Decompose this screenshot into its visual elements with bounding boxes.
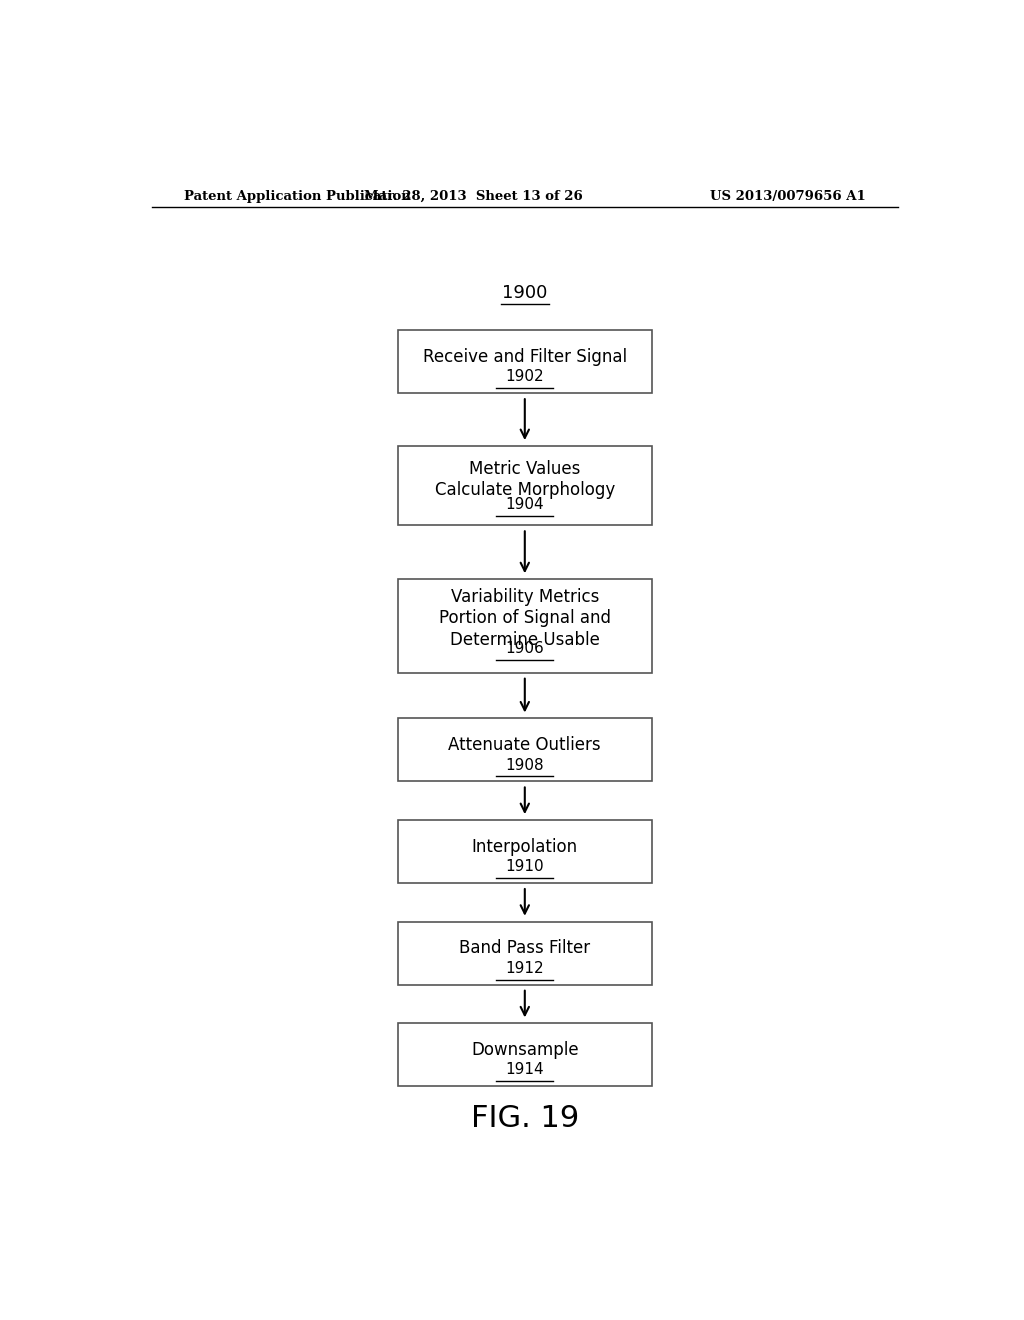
FancyBboxPatch shape [397, 446, 651, 525]
Text: Portion of Signal and: Portion of Signal and [439, 610, 610, 627]
FancyBboxPatch shape [397, 579, 651, 673]
Text: 1906: 1906 [506, 642, 544, 656]
Text: 1912: 1912 [506, 961, 544, 975]
Text: Mar. 28, 2013  Sheet 13 of 26: Mar. 28, 2013 Sheet 13 of 26 [364, 190, 583, 202]
FancyBboxPatch shape [397, 1023, 651, 1086]
Text: Patent Application Publication: Patent Application Publication [183, 190, 411, 202]
Text: Receive and Filter Signal: Receive and Filter Signal [423, 347, 627, 366]
Text: Metric Values: Metric Values [469, 459, 581, 478]
Text: 1910: 1910 [506, 859, 544, 874]
Text: Interpolation: Interpolation [472, 838, 578, 855]
Text: FIG. 19: FIG. 19 [471, 1105, 579, 1134]
Text: 1900: 1900 [502, 284, 548, 301]
Text: Band Pass Filter: Band Pass Filter [459, 940, 591, 957]
Text: Determine Usable: Determine Usable [450, 631, 600, 649]
Text: 1908: 1908 [506, 758, 544, 772]
Text: Downsample: Downsample [471, 1041, 579, 1059]
FancyBboxPatch shape [397, 330, 651, 393]
FancyBboxPatch shape [397, 820, 651, 883]
Text: 1904: 1904 [506, 498, 544, 512]
Text: 1902: 1902 [506, 370, 544, 384]
Text: Attenuate Outliers: Attenuate Outliers [449, 737, 601, 754]
Text: Calculate Morphology: Calculate Morphology [434, 480, 615, 499]
FancyBboxPatch shape [397, 718, 651, 781]
Text: 1914: 1914 [506, 1063, 544, 1077]
Text: Variability Metrics: Variability Metrics [451, 589, 599, 606]
FancyBboxPatch shape [397, 921, 651, 985]
Text: US 2013/0079656 A1: US 2013/0079656 A1 [711, 190, 866, 202]
